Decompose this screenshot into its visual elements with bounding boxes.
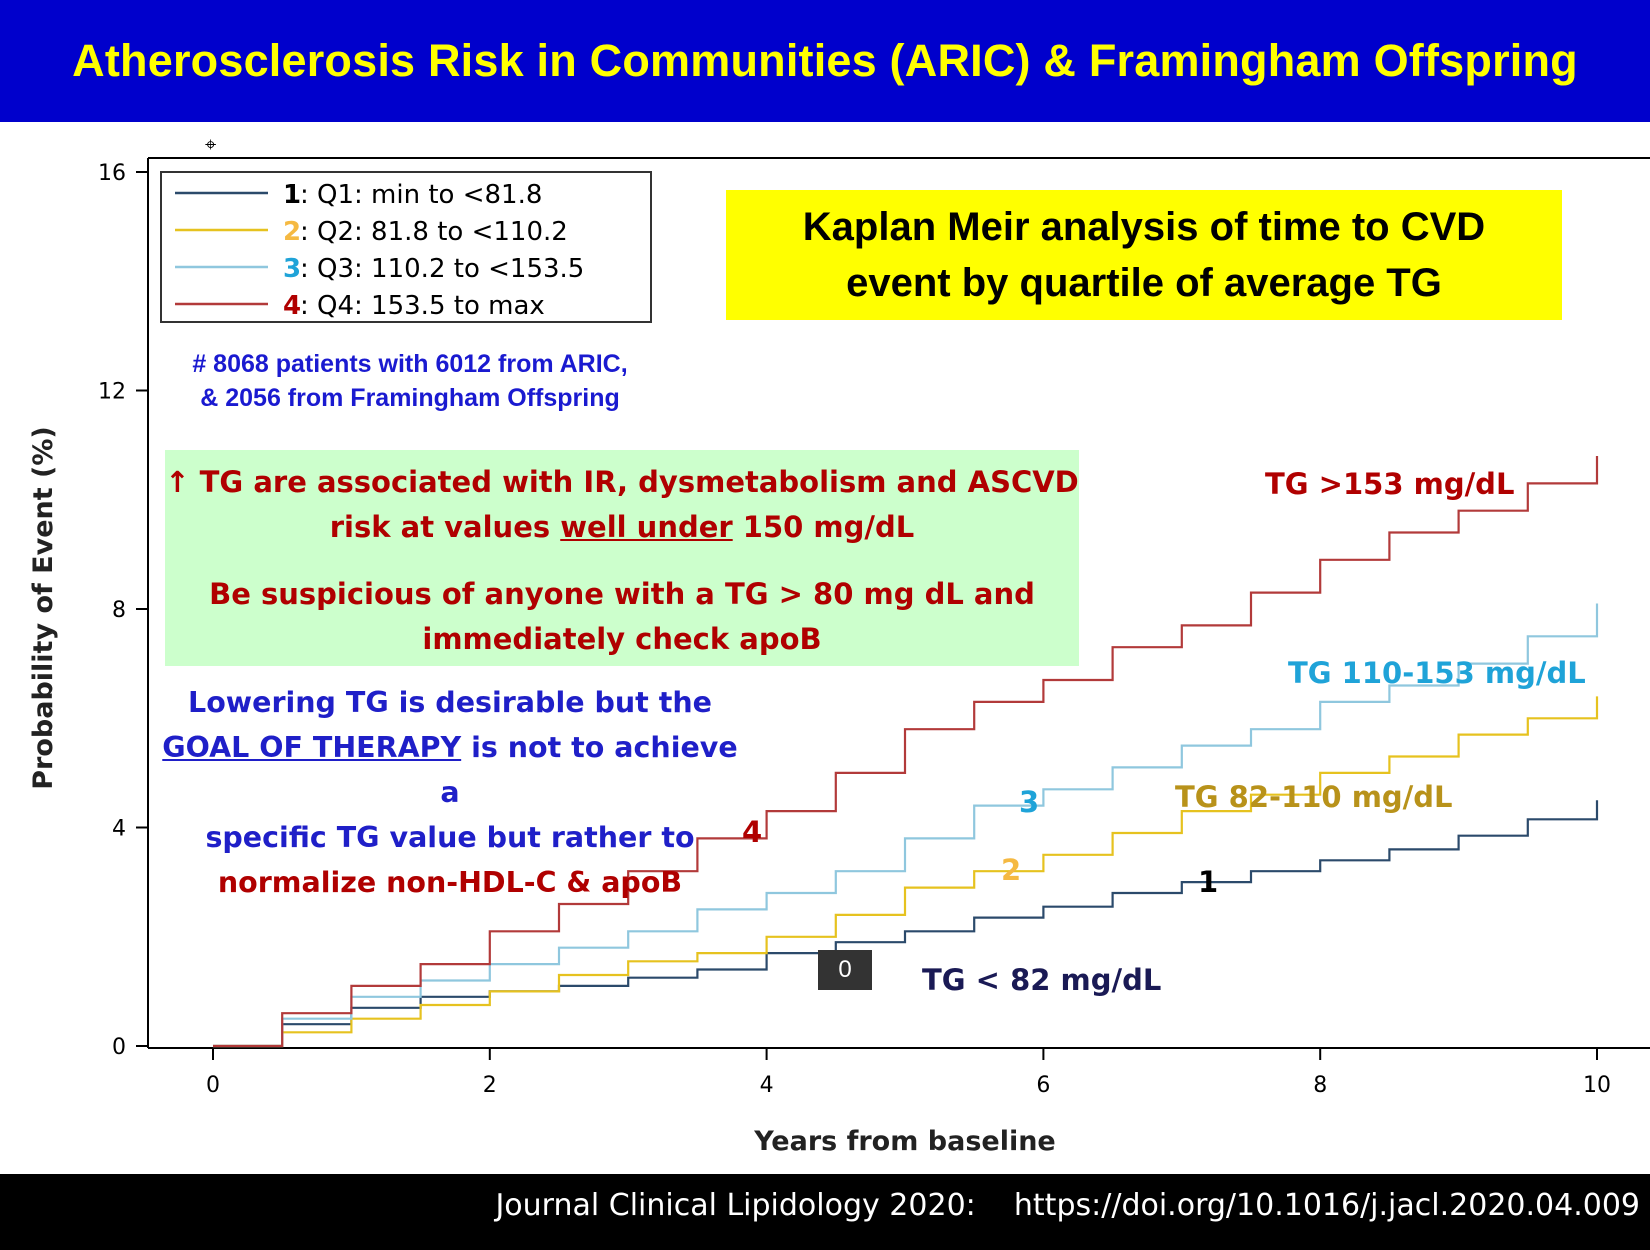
tg-suspicion-line1: Be suspicious of anyone with a TG > 80 m…: [209, 577, 1035, 611]
tg-suspicion-line2: immediately check apoB: [422, 622, 822, 656]
x-tick-label-2: 2: [483, 1073, 497, 1098]
curve-number-1: 1: [1198, 865, 1219, 899]
y-tick-label-8: 8: [112, 598, 126, 623]
km-title-box: Kaplan Meir analysis of time to CVD even…: [726, 190, 1562, 320]
legend-num-q4: 4: [283, 291, 301, 321]
therapy-line2: GOAL OF THERAPY is not to achieve a: [150, 725, 750, 815]
label-q4: TG >153 mg/dL: [1265, 467, 1515, 501]
label-q1: TG < 82 mg/dL: [922, 963, 1162, 997]
legend-text-q4: : Q4: 153.5 to max: [300, 291, 545, 321]
x-tick-label-6: 6: [1036, 1073, 1050, 1098]
tg-note-line1: ↑ TG are associated with IR, dysmetaboli…: [165, 465, 1079, 499]
curve-number-2: 2: [1001, 853, 1022, 887]
x-axis-label: Years from baseline: [753, 1126, 1056, 1157]
tg-note-text-end: 150 mg/dL: [732, 510, 915, 544]
patients-note: # 8068 patients with 6012 from ARIC, & 2…: [150, 347, 670, 415]
label-q3: TG 110-153 mg/dL: [1288, 656, 1586, 690]
label-q2: TG 82-110 mg/dL: [1175, 780, 1453, 814]
legend-text-q3: : Q3: 110.2 to <153.5: [300, 254, 584, 284]
slide-header: Atherosclerosis Risk in Communities (ARI…: [0, 0, 1650, 122]
x-tick-label-0: 0: [206, 1073, 220, 1098]
therapy-goal-note: Lowering TG is desirable but the GOAL OF…: [150, 680, 750, 905]
legend-num-q1: 1: [283, 180, 301, 210]
legend-box: [160, 171, 652, 323]
curve-number-3: 3: [1019, 785, 1040, 819]
therapy-line1: Lowering TG is desirable but the: [188, 686, 712, 719]
series-line-q1: [213, 800, 1599, 1048]
citation: Journal Clinical Lipidology 2020: https:…: [495, 1188, 1640, 1223]
goal-of-therapy: GOAL OF THERAPY: [162, 731, 462, 764]
x-tick-label-8: 8: [1313, 1073, 1327, 1098]
patients-line2: & 2056 from Framingham Offspring: [200, 384, 620, 412]
km-title-line2: event by quartile of average TG: [846, 261, 1442, 305]
therapy-line4: normalize non-HDL-C & apoB: [217, 866, 683, 899]
therapy-line3: specific TG value but rather to: [205, 821, 695, 854]
series-line-q3: [213, 603, 1599, 1048]
y-tick-label-16: 16: [98, 161, 126, 186]
series-line-q2: [213, 696, 1599, 1048]
zero-badge: 0: [818, 950, 872, 990]
slide-footer: Journal Clinical Lipidology 2020: https:…: [0, 1174, 1650, 1250]
legend-text-q2: : Q2: 81.8 to <110.2: [300, 217, 568, 247]
y-tick-label-4: 4: [112, 817, 126, 842]
series-line-q4: [213, 456, 1599, 1048]
tg-note-underlined: well under: [560, 510, 733, 544]
y-axis-label: Probability of Event (%): [28, 426, 59, 790]
tg-note-box: ↑ TG are associated with IR, dysmetaboli…: [165, 450, 1079, 666]
x-tick-label-4: 4: [760, 1073, 774, 1098]
tg-note-line2: risk at values well under 150 mg/dL: [165, 505, 1079, 550]
crosshair-icon: ⌖: [205, 134, 217, 156]
therapy-line2-rest: is not to achieve a: [440, 731, 738, 809]
x-tick-label-10: 10: [1583, 1073, 1611, 1098]
patients-line1: # 8068 patients with 6012 from ARIC,: [192, 350, 628, 378]
legend-num-q2: 2: [283, 217, 301, 247]
legend-text-q1: : Q1: min to <81.8: [300, 180, 542, 210]
y-tick-label-0: 0: [112, 1035, 126, 1060]
y-tick-label-12: 12: [98, 380, 126, 405]
legend-num-q3: 3: [283, 254, 301, 284]
curve-number-4: 4: [742, 815, 763, 849]
tg-note-text: risk at values: [329, 510, 561, 544]
slide-title: Atherosclerosis Risk in Communities (ARI…: [72, 35, 1578, 86]
km-title-line1: Kaplan Meir analysis of time to CVD: [802, 205, 1486, 249]
